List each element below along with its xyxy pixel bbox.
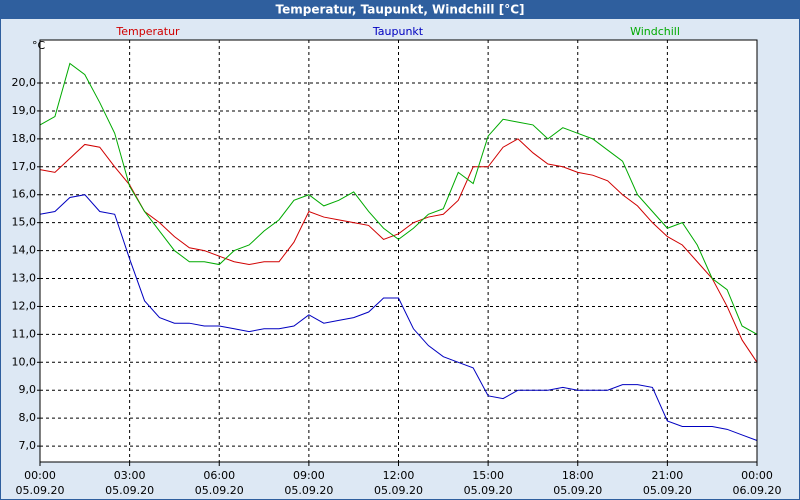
x-tick-label: 18:00 — [562, 469, 594, 482]
y-tick-label: 14,0 — [12, 244, 37, 257]
y-tick-label: 7,0 — [19, 439, 37, 452]
y-tick-label: 18,0 — [12, 132, 37, 145]
y-tick-label: 17,0 — [12, 160, 37, 173]
y-tick-label: 16,0 — [12, 188, 37, 201]
y-tick-label: 19,0 — [12, 104, 37, 117]
x-tick-label: 15:00 — [472, 469, 504, 482]
title-bar — [0, 0, 800, 19]
series-line — [39, 138, 758, 363]
chart-title: Temperatur, Taupunkt, Windchill [°C] — [276, 3, 525, 17]
x-tick-label: 12:00 — [383, 469, 415, 482]
series-line — [39, 194, 758, 441]
x-tick-date: 06.09.20 — [733, 484, 782, 497]
series-line — [39, 62, 758, 335]
y-tick-label: 15,0 — [12, 216, 37, 229]
x-tick-label: 09:00 — [293, 469, 325, 482]
x-tick-date: 05.09.20 — [105, 484, 154, 497]
y-tick-label: 10,0 — [12, 355, 37, 368]
x-tick-date: 05.09.20 — [643, 484, 692, 497]
x-tick-date: 05.09.20 — [464, 484, 513, 497]
x-tick-label: 21:00 — [652, 469, 684, 482]
x-tick-date: 05.09.20 — [16, 484, 65, 497]
y-tick-label: 20,0 — [12, 76, 37, 89]
legend-entry: Windchill — [630, 25, 680, 38]
x-tick-date: 05.09.20 — [374, 484, 423, 497]
y-unit: °C — [32, 39, 46, 52]
x-tick-date: 05.09.20 — [553, 484, 602, 497]
x-tick-label: 06:00 — [203, 469, 235, 482]
plot-frame — [39, 39, 758, 463]
y-tick-label: 9,0 — [19, 383, 37, 396]
legend-entry: Taupunkt — [372, 25, 424, 38]
x-tick-date: 05.09.20 — [195, 484, 244, 497]
legend-entry: Temperatur — [115, 25, 180, 38]
x-tick-date: 05.09.20 — [284, 484, 333, 497]
y-tick-label: 11,0 — [12, 327, 37, 340]
y-tick-label: 12,0 — [12, 299, 37, 312]
y-tick-label: 13,0 — [12, 272, 37, 285]
x-tick-label: 03:00 — [114, 469, 146, 482]
x-tick-label: 00:00 — [741, 469, 773, 482]
x-tick-label: 00:00 — [24, 469, 56, 482]
y-tick-label: 8,0 — [19, 411, 37, 424]
